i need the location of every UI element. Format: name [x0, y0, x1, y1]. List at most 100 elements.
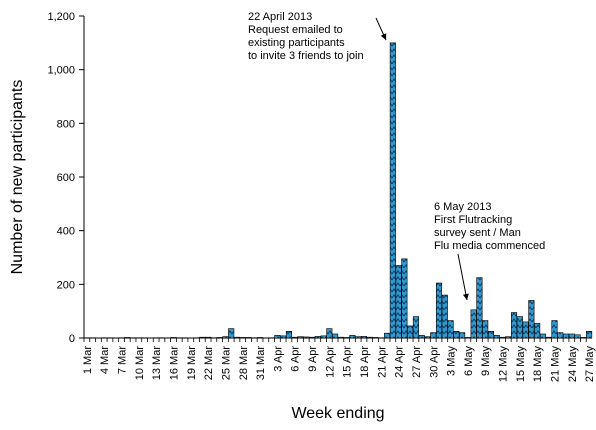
bar	[390, 43, 395, 338]
bar	[338, 337, 343, 338]
bar	[280, 336, 285, 338]
bar	[517, 317, 522, 338]
x-tick-label: 24 May	[567, 346, 579, 383]
x-tick-label: 6 Apr	[290, 346, 302, 372]
bar	[569, 334, 574, 338]
bar	[327, 329, 332, 338]
x-tick-label: 21 Apr	[376, 346, 388, 378]
x-axis-title: Week ending	[291, 405, 384, 422]
bar	[361, 336, 366, 338]
bar	[448, 321, 453, 338]
bar	[223, 337, 228, 338]
bar	[355, 337, 360, 338]
x-tick-label: 7 Mar	[117, 346, 129, 374]
bar	[367, 337, 372, 338]
bar	[298, 337, 303, 338]
bar	[534, 323, 539, 338]
y-tick-label: 1,200	[47, 11, 75, 23]
bar	[350, 335, 355, 338]
x-tick-label: 12 Apr	[324, 346, 336, 378]
bar	[292, 337, 297, 338]
y-tick-label: 1,000	[47, 65, 75, 77]
bar	[315, 336, 320, 338]
bar	[575, 335, 580, 338]
bar	[482, 321, 487, 338]
x-tick-label: 21 May	[549, 346, 561, 383]
bar	[442, 295, 447, 338]
x-tick-label: 27 Apr	[411, 346, 423, 378]
bar	[552, 321, 557, 338]
bar	[205, 337, 210, 338]
x-tick-label: 30 Apr	[428, 346, 440, 378]
x-tick-label: 12 May	[498, 346, 510, 383]
bar	[413, 317, 418, 338]
x-tick-label: 3 Apr	[272, 346, 284, 372]
bar	[500, 337, 505, 338]
annotation-text: First Flutracking	[434, 214, 512, 226]
x-tick-label: 24 Apr	[394, 346, 406, 378]
bar	[286, 331, 291, 338]
bar	[546, 337, 551, 338]
x-tick-label: 1 Mar	[82, 346, 94, 374]
bar	[217, 337, 222, 338]
bar	[200, 337, 205, 338]
bar	[563, 334, 568, 338]
bar	[344, 337, 349, 338]
x-tick-label: 15 Apr	[342, 346, 354, 378]
bar	[373, 337, 378, 338]
x-tick-label: 18 Apr	[359, 346, 371, 378]
bar	[581, 337, 586, 338]
bar	[275, 335, 280, 338]
x-tick-label: 16 Mar	[168, 346, 180, 381]
y-axis-title: Number of new participants	[9, 80, 26, 275]
bar	[425, 337, 430, 338]
bar	[540, 334, 545, 338]
bar	[436, 283, 441, 338]
bar	[228, 329, 233, 338]
x-tick-label: 13 Mar	[151, 346, 163, 381]
bar	[332, 334, 337, 338]
annotation-text: existing participants	[248, 37, 345, 49]
bar	[419, 335, 424, 338]
bar	[586, 331, 591, 338]
x-tick-label: 15 May	[515, 346, 527, 383]
x-tick-label: 6 May	[463, 346, 475, 376]
bar	[125, 337, 130, 338]
annotation-text: Flu media commenced	[434, 240, 545, 252]
x-tick-label: 27 May	[584, 346, 596, 383]
y-tick-label: 600	[57, 172, 75, 184]
x-tick-label: 31 Mar	[255, 346, 267, 381]
bar	[459, 333, 464, 338]
bar	[494, 335, 499, 338]
x-tick-label: 19 Mar	[186, 346, 198, 381]
bar	[558, 333, 563, 338]
annotation-text: 22 April 2013	[248, 11, 312, 23]
y-tick-label: 800	[57, 118, 75, 130]
annotation-text: survey sent / Man	[434, 227, 521, 239]
bar	[471, 310, 476, 338]
bar	[529, 300, 534, 338]
annotation-text: to invite 3 friends to join	[248, 50, 364, 62]
y-tick-label: 200	[57, 279, 75, 291]
y-tick-label: 0	[69, 333, 75, 345]
bar	[257, 337, 262, 338]
bar	[477, 278, 482, 338]
x-tick-label: 4 Mar	[99, 346, 111, 374]
bar	[431, 333, 436, 338]
y-tick-label: 400	[57, 226, 75, 238]
bar	[511, 313, 516, 338]
bar	[304, 337, 309, 338]
x-tick-label: 25 Mar	[220, 346, 232, 381]
bar	[488, 331, 493, 338]
bar	[465, 337, 470, 338]
x-tick-label: 28 Mar	[238, 346, 250, 381]
annotation-text: Request emailed to	[248, 24, 343, 36]
bar	[309, 337, 314, 338]
bar	[384, 333, 389, 338]
annotation-text: 6 May 2013	[434, 201, 491, 213]
bar	[402, 259, 407, 338]
annotation-arrow	[458, 254, 467, 300]
x-tick-label: 9 May	[480, 346, 492, 376]
x-tick-label: 3 May	[446, 346, 458, 376]
